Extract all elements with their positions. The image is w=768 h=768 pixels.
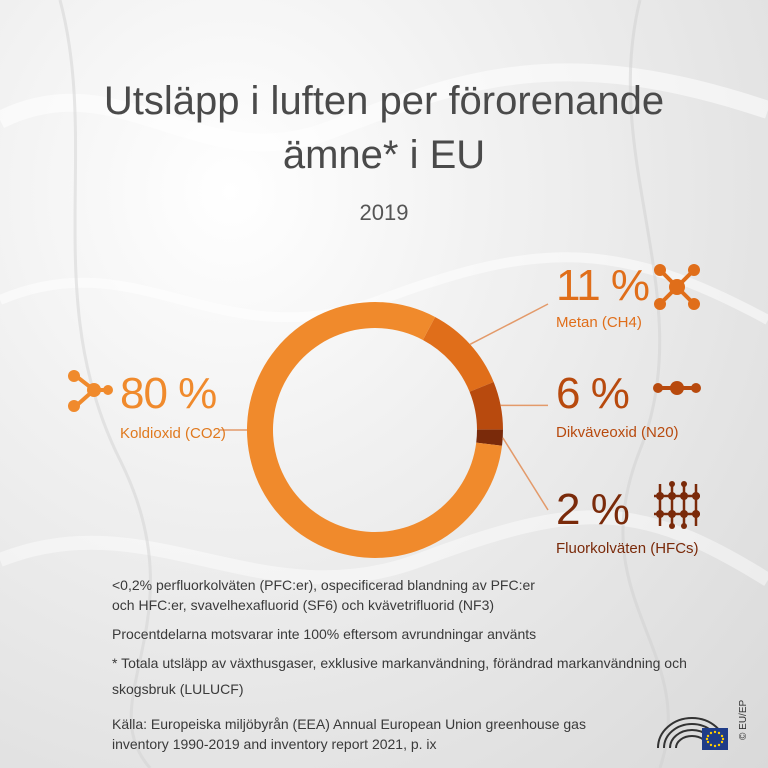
chart-title: Utsläpp i luften per förorenande ämne* i… xyxy=(0,74,768,182)
n2o-value: 6 % xyxy=(556,369,630,418)
co2-value: 80 % xyxy=(120,369,217,418)
slice-hfc xyxy=(476,429,503,446)
note-footnote-line2: skogsbruk (LULUCF) xyxy=(112,681,244,697)
source: Källa: Europeiska miljöbyrån (EEA) Annua… xyxy=(112,714,586,754)
molecule-icon xyxy=(68,370,113,412)
molecule-grid-icon xyxy=(654,481,700,529)
co2-label: Koldioxid (CO2) xyxy=(120,425,226,442)
connector-hfc xyxy=(502,437,549,511)
source-line2: inventory 1990-2019 and inventory report… xyxy=(112,736,437,752)
source-line1: Källa: Europeiska miljöbyrån (EEA) Annua… xyxy=(112,716,586,732)
molecule-chain-icon xyxy=(653,381,701,395)
note-pfc-line1: <0,2% perfluorkolväten (PFC:er), ospecif… xyxy=(112,577,535,593)
note-rounding: Procentdelarna motsvarar inte 100% efter… xyxy=(112,626,537,642)
n2o-label: Dikväveoxid (N20) xyxy=(556,424,679,441)
hfc-value: 2 % xyxy=(556,485,630,534)
slice-ch4 xyxy=(422,316,494,392)
notes: <0,2% perfluorkolväten (PFC:er), ospecif… xyxy=(112,575,535,615)
chart-year: 2019 xyxy=(359,200,409,225)
molecule-cross-icon xyxy=(654,264,700,310)
note-footnote-line1: * Totala utsläpp av växthusgaser, exklus… xyxy=(112,655,687,671)
slice-n2o xyxy=(469,382,503,430)
note-footnote: * Totala utsläpp av växthusgaser, exklus… xyxy=(112,653,687,699)
ch4-label: Metan (CH4) xyxy=(556,314,642,331)
ch4-value: 11 % xyxy=(556,261,650,310)
note-pfc-line2: och HFC:er, svavelhexafluorid (SF6) och … xyxy=(112,597,495,613)
chart-title-line1: Utsläpp i luften per förorenande xyxy=(103,79,665,123)
european-parliament-logo xyxy=(657,717,728,750)
chart-title-line2: ämne* i EU xyxy=(282,133,486,177)
copyright: © EU/EP xyxy=(738,699,749,740)
connector-ch4 xyxy=(469,303,549,346)
hfc-label: Fluorkolväten (HFCs) xyxy=(556,540,699,557)
